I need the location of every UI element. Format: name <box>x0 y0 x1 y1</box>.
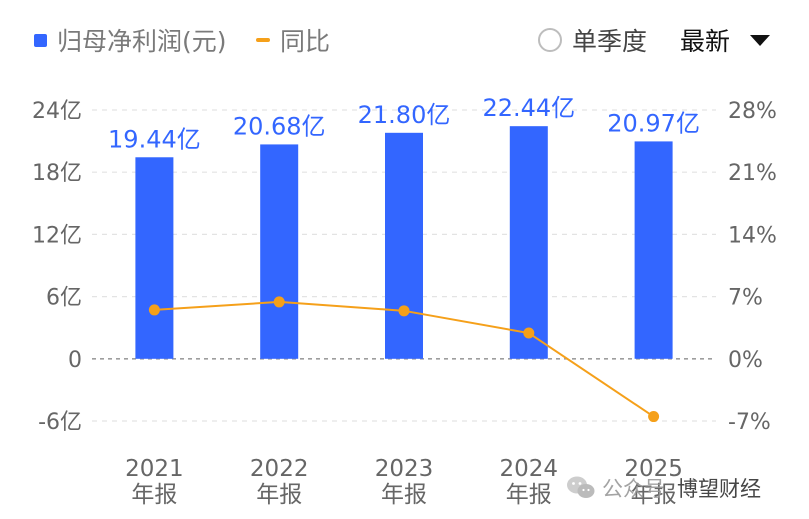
yoy-point-2025 <box>648 411 660 423</box>
left-tick-label: 18亿 <box>32 161 82 186</box>
bar-2022 <box>260 144 299 359</box>
right-tick-label: 0% <box>728 348 763 373</box>
bar-value-label: 20.68亿 <box>233 112 326 140</box>
left-tick-label: 6亿 <box>46 286 82 311</box>
watermark: 公众号 博望财经 <box>566 470 761 506</box>
caret-down-icon <box>750 34 771 46</box>
radio-circle-icon[interactable] <box>538 28 562 52</box>
bar-value-label: 22.44亿 <box>482 94 575 122</box>
yoy-point-2021 <box>148 304 160 316</box>
single-quarter-label: 单季度 <box>572 27 648 56</box>
yoy-point-2022 <box>273 296 285 308</box>
left-tick-label: 24亿 <box>32 99 82 124</box>
right-axis: 28% 21% 14% 7% 0% -7% <box>728 99 777 435</box>
watermark-name: 博望财经 <box>677 477 761 501</box>
bar-value-label: 21.80亿 <box>358 101 451 129</box>
x-tick-year: 2021 <box>125 456 184 482</box>
right-tick-label: 21% <box>728 161 777 186</box>
bar-2024 <box>509 126 548 359</box>
bar-2023 <box>385 132 423 359</box>
x-tick-period: 年报 <box>631 482 677 508</box>
legend-dash-icon <box>256 38 270 42</box>
x-tick-period: 年报 <box>506 482 552 508</box>
x-tick-year: 2022 <box>250 456 309 482</box>
x-tick-period: 年报 <box>131 482 177 508</box>
left-axis: 24亿 18亿 12亿 6亿 0 -6亿 <box>32 99 82 435</box>
chart-legend: 归母净利润(元) 同比 单季度 最新 <box>0 0 809 80</box>
right-tick-label: 14% <box>728 223 777 248</box>
bar-series <box>135 126 673 359</box>
right-tick-label: 7% <box>728 286 763 311</box>
x-tick-period: 年报 <box>256 482 302 508</box>
watermark-account-type: 公众号 <box>602 477 665 501</box>
x-tick-year: 2023 <box>375 456 434 482</box>
bar-value-label: 20.97亿 <box>607 109 700 137</box>
bar-2025 <box>634 141 673 359</box>
legend-net-profit-label: 归母净利润(元) <box>57 27 227 56</box>
legend-net-profit[interactable]: 归母净利润(元) <box>34 24 227 56</box>
legend-yoy[interactable]: 同比 <box>256 24 330 56</box>
wechat-icon <box>567 476 595 498</box>
yoy-point-2023 <box>398 305 410 317</box>
legend-yoy-label: 同比 <box>280 27 331 56</box>
right-tick-label: -7% <box>728 410 771 435</box>
left-tick-label: 0 <box>68 348 82 373</box>
left-tick-label: -6亿 <box>38 410 82 435</box>
latest-label: 最新 <box>680 27 731 56</box>
x-tick-year: 2025 <box>624 456 683 482</box>
bar-value-label: 19.44亿 <box>108 125 201 153</box>
yoy-line-series <box>148 296 660 423</box>
bar-value-labels: 19.44亿 20.68亿 21.80亿 22.44亿 20.97亿 <box>108 94 700 153</box>
x-tick-period: 年报 <box>381 482 427 508</box>
left-tick-label: 12亿 <box>32 223 82 248</box>
yoy-point-2024 <box>523 327 535 339</box>
latest-dropdown[interactable]: 最新 <box>680 24 771 56</box>
legend-square-icon <box>34 33 47 47</box>
single-quarter-radio[interactable]: 单季度 <box>538 24 647 56</box>
bar-2021 <box>135 157 174 359</box>
x-tick-year: 2024 <box>500 456 559 482</box>
right-tick-label: 28% <box>728 99 777 124</box>
